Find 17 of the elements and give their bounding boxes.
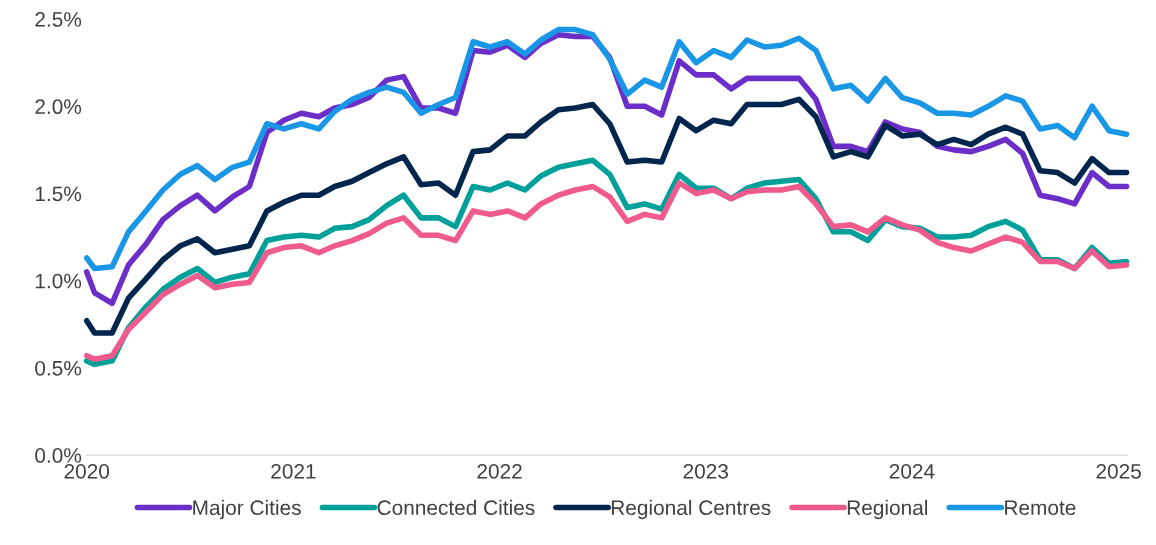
y-tick-label: 1.5%: [35, 186, 82, 202]
legend-label: Major Cities: [193, 499, 301, 520]
y-tick-label: 0.0%: [35, 448, 82, 463]
y-tick-label: 1.0%: [35, 273, 82, 289]
x-tick-label: 2024: [889, 463, 935, 479]
legend-label: Remote: [1005, 500, 1076, 516]
legend-label: Regional: [847, 499, 928, 520]
x-tick-label: 2020: [64, 463, 110, 479]
y-tick-label: 2.5%: [35, 12, 82, 27]
legend-label: Regional Centres: [611, 499, 771, 520]
x-tick-label: 2022: [477, 463, 522, 479]
y-tick-label: 2.0%: [35, 99, 82, 115]
legend-label: Connected Cities: [377, 499, 535, 516]
x-tick-label: 2023: [683, 463, 728, 479]
y-tick-label: 0.5%: [35, 360, 82, 376]
x-tick-label: 2021: [271, 463, 316, 479]
x-tick-label: 2025: [1096, 463, 1141, 479]
